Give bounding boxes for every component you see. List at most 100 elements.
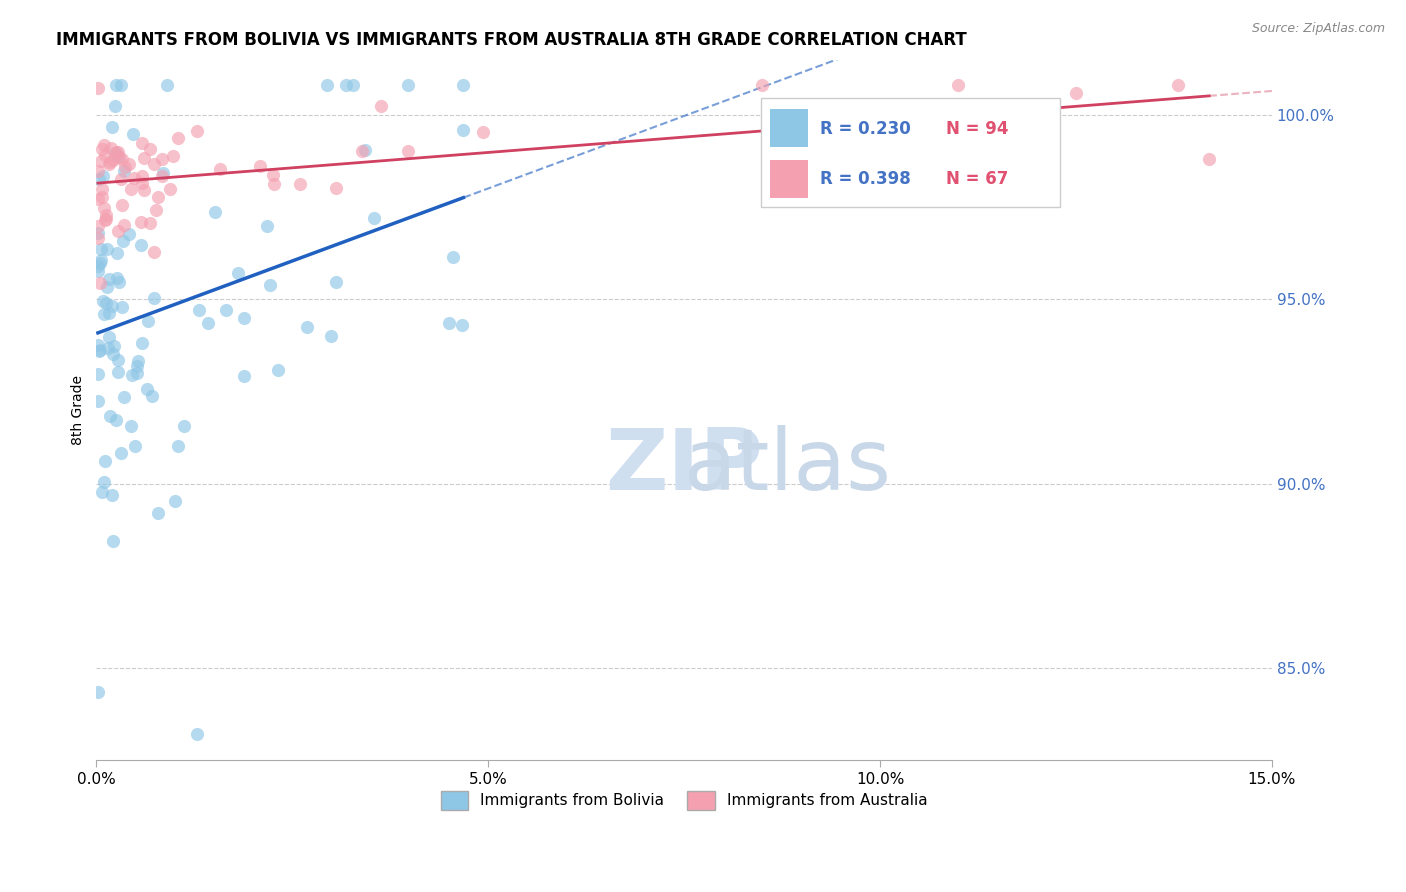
Point	[103, 339, 125, 353]
Point	[104, 98, 127, 112]
Point	[132, 151, 155, 165]
Point	[108, 150, 131, 164]
Point	[441, 250, 464, 264]
Text: IMMIGRANTS FROM BOLIVIA VS IMMIGRANTS FROM AUSTRALIA 8TH GRADE CORRELATION CHART: IMMIGRANTS FROM BOLIVIA VS IMMIGRANTS FR…	[56, 31, 967, 49]
Point	[107, 148, 129, 162]
Point	[908, 116, 931, 130]
Point	[187, 302, 209, 317]
Point	[97, 342, 120, 356]
Point	[1064, 87, 1087, 101]
Point	[101, 488, 124, 502]
Point	[96, 280, 118, 294]
Point	[156, 78, 179, 93]
Point	[125, 366, 148, 380]
Point	[143, 245, 166, 260]
Point	[101, 347, 124, 361]
Point	[105, 246, 128, 260]
Point	[101, 534, 124, 549]
Point	[89, 171, 111, 186]
Point	[97, 330, 120, 344]
Point	[325, 181, 347, 195]
Text: Source: ZipAtlas.com: Source: ZipAtlas.com	[1251, 22, 1385, 36]
Point	[1167, 78, 1189, 93]
Text: atlas: atlas	[685, 425, 893, 508]
Point	[87, 164, 110, 178]
Point	[138, 313, 160, 327]
Point	[141, 389, 163, 403]
Point	[87, 226, 110, 240]
Point	[186, 124, 208, 138]
Point	[166, 131, 188, 145]
Point	[131, 335, 153, 350]
Point	[120, 182, 142, 196]
Point	[806, 161, 828, 175]
Legend: Immigrants from Bolivia, Immigrants from Australia: Immigrants from Bolivia, Immigrants from…	[434, 785, 934, 816]
Point	[150, 152, 173, 166]
Point	[139, 216, 162, 230]
Point	[129, 215, 152, 229]
Point	[87, 81, 110, 95]
Point	[107, 145, 129, 160]
Point	[122, 171, 145, 186]
Point	[91, 169, 114, 183]
Point	[342, 78, 364, 93]
Point	[165, 494, 187, 508]
Point	[87, 367, 110, 381]
Point	[112, 390, 135, 404]
Point	[93, 212, 115, 227]
Point	[90, 485, 112, 500]
Point	[249, 159, 271, 173]
Point	[90, 242, 112, 256]
Point	[131, 136, 153, 150]
Point	[107, 365, 129, 379]
Point	[111, 198, 134, 212]
Point	[146, 506, 169, 520]
Point	[98, 155, 121, 169]
Point	[107, 353, 129, 368]
Point	[948, 78, 970, 93]
Point	[162, 149, 184, 163]
Point	[121, 127, 143, 141]
Point	[90, 189, 112, 203]
Point	[111, 301, 134, 315]
Point	[111, 152, 134, 166]
Point	[94, 148, 117, 162]
Point	[150, 169, 173, 184]
Point	[159, 182, 181, 196]
Point	[90, 182, 112, 196]
Point	[131, 176, 153, 190]
Point	[89, 343, 111, 358]
Point	[110, 78, 132, 93]
Point	[197, 316, 219, 330]
Point	[288, 177, 311, 191]
Point	[325, 276, 347, 290]
Point	[104, 78, 127, 93]
Point	[451, 318, 474, 333]
Point	[87, 259, 110, 273]
Point	[121, 368, 143, 382]
Point	[135, 382, 157, 396]
Point	[439, 316, 461, 330]
Point	[226, 266, 249, 280]
Point	[396, 145, 419, 159]
Point	[256, 219, 278, 234]
Point	[215, 303, 238, 318]
Point	[451, 78, 474, 93]
Point	[94, 212, 117, 227]
Point	[101, 153, 124, 167]
Point	[117, 157, 139, 171]
Point	[87, 231, 110, 245]
Point	[173, 418, 195, 433]
Point	[94, 208, 117, 222]
Point	[263, 178, 285, 192]
Point	[98, 272, 121, 286]
Point	[89, 256, 111, 270]
Point	[100, 299, 122, 313]
Point	[142, 157, 165, 171]
Point	[87, 264, 110, 278]
Point	[93, 201, 115, 215]
Point	[93, 475, 115, 489]
Point	[259, 277, 281, 292]
Point	[103, 146, 125, 161]
Point	[127, 354, 149, 368]
